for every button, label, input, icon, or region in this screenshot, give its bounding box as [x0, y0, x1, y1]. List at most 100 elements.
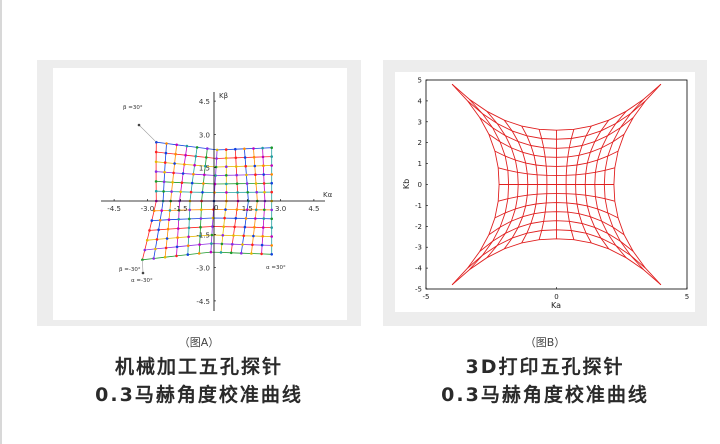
- figure-b-chart: -5 0 5 5 4 3 2 1 0 -1 -2 -3 -4 -5 Ka Kb: [402, 77, 689, 311]
- mesh-node: [232, 234, 235, 237]
- mesh-node: [223, 216, 226, 220]
- mesh-node: [254, 182, 258, 185]
- mesh-node: [206, 147, 209, 150]
- mesh-node: [270, 146, 273, 149]
- mesh-node: [270, 164, 273, 167]
- y-tick-label: -3.0: [196, 265, 210, 273]
- annotation-beta-minus: β =-30°: [119, 267, 141, 273]
- mesh-node: [141, 258, 144, 262]
- mesh-node: [240, 251, 243, 255]
- mesh-node: [246, 191, 249, 194]
- mesh-node: [177, 208, 181, 212]
- mesh-node: [220, 242, 224, 246]
- mesh-node: [210, 233, 214, 237]
- mesh-node: [175, 245, 179, 249]
- mesh-node: [255, 208, 258, 212]
- mesh-node: [229, 251, 233, 255]
- mesh-node: [154, 247, 157, 251]
- figure-a-tick-labels: -4.5 -3.0 -1.5 1.5 3.0 4.5 4.5 3.0 1.5 -1.5 -3.0 -4…: [107, 98, 319, 306]
- y-tick-label: 3: [418, 118, 422, 126]
- mesh-node: [262, 182, 266, 185]
- mesh-ka-line: [613, 83, 662, 286]
- mesh-node: [204, 164, 207, 168]
- x-tick-label: -1.5: [174, 205, 188, 213]
- y-tick-label: -5: [415, 286, 422, 294]
- mesh-node: [187, 235, 190, 239]
- mesh-node: [233, 225, 236, 229]
- mesh-node: [222, 225, 225, 228]
- figure-b-tick-labels: -5 0 5 5 4 3 2 1 0 -1 -2 -3 -4 -5: [415, 77, 689, 302]
- left-edge-line: [0, 0, 2, 444]
- y-tick-label: -3: [415, 244, 422, 252]
- mesh-node: [186, 253, 190, 256]
- y-tick-label: 5: [418, 77, 422, 85]
- mesh-node: [175, 143, 178, 147]
- mesh-node: [221, 234, 225, 237]
- mesh-node: [162, 180, 166, 184]
- mesh-node: [200, 208, 203, 211]
- x-axis-label: Kα: [323, 191, 333, 199]
- mesh-node: [176, 227, 180, 230]
- mesh-node: [160, 209, 163, 212]
- x-tick-label: -4.5: [107, 205, 121, 213]
- mesh-node: [224, 148, 228, 151]
- figure-a-title-line2: 0.3马赫角度校准曲线: [95, 384, 303, 406]
- mesh-node: [235, 182, 239, 185]
- mesh-node: [270, 155, 273, 158]
- mesh-node: [231, 242, 234, 246]
- figure-a-title-line1: 机械加工五孔探针: [114, 356, 283, 378]
- mesh-node: [234, 156, 238, 160]
- mesh-node: [244, 217, 248, 220]
- mesh-node: [270, 253, 273, 256]
- mesh-node: [211, 225, 214, 228]
- mesh-node: [197, 252, 201, 255]
- mesh-node: [210, 242, 213, 245]
- mesh-node: [253, 226, 256, 229]
- y-tick-label: 2: [418, 139, 422, 147]
- mesh-ka-line: [451, 83, 500, 286]
- mesh-node: [186, 244, 190, 247]
- mesh-node: [155, 238, 159, 241]
- mesh-node: [165, 142, 168, 145]
- mesh-node: [254, 173, 257, 176]
- mesh-node: [235, 173, 238, 177]
- mesh-node: [252, 147, 255, 150]
- mesh-node: [154, 189, 158, 193]
- mesh-node: [243, 156, 247, 159]
- mesh-node: [165, 237, 169, 240]
- mesh-node: [175, 254, 178, 258]
- mesh-node: [261, 226, 265, 229]
- figure-b-title-line1: 3D打印五孔探针: [465, 356, 625, 378]
- y-tick-label: 1: [418, 160, 422, 168]
- mesh-node: [260, 252, 263, 256]
- mesh-ka-line: [594, 111, 627, 258]
- mesh-node: [261, 155, 265, 159]
- mesh-node: [254, 217, 257, 220]
- mesh-node: [174, 152, 177, 156]
- mesh-node: [225, 174, 228, 177]
- mesh-node: [263, 208, 266, 212]
- mesh-node: [225, 182, 228, 186]
- mesh-node: [170, 190, 173, 193]
- annotation-alpha-plus: α =30°: [266, 265, 286, 271]
- origin-label: 0: [214, 204, 218, 212]
- mesh-node: [270, 235, 273, 238]
- mesh-node: [164, 246, 168, 250]
- y-tick-label: -1.5: [196, 231, 210, 239]
- mesh-ka-line: [486, 111, 519, 258]
- mesh-node: [152, 209, 156, 213]
- mesh-node: [201, 191, 204, 194]
- mesh-node: [255, 190, 258, 194]
- mesh-ka-line: [565, 129, 575, 240]
- figure-a-grid: [137, 123, 273, 275]
- mesh-node: [262, 164, 265, 167]
- mesh-node: [270, 217, 273, 221]
- mesh-node: [260, 243, 264, 247]
- mesh-node: [270, 208, 273, 212]
- mesh-node: [261, 235, 264, 238]
- mesh-node: [198, 243, 201, 246]
- mesh-node: [168, 209, 172, 212]
- mesh-node: [185, 144, 189, 148]
- mesh-node: [164, 151, 168, 155]
- y-tick-label: 3.0: [199, 131, 210, 139]
